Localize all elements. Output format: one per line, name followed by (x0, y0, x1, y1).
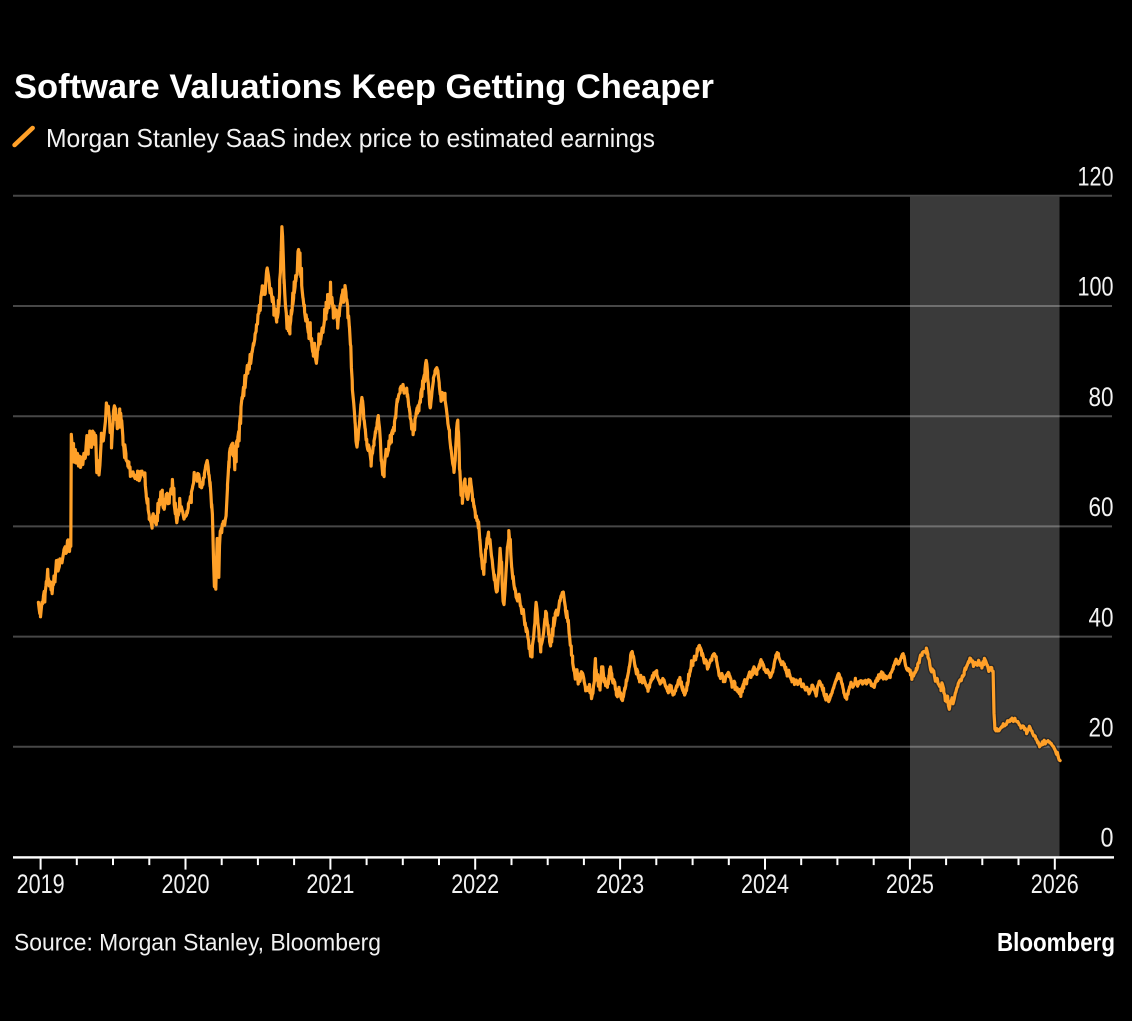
svg-text:Bloomberg: Bloomberg (997, 927, 1115, 957)
svg-text:Software Valuations Keep Getti: Software Valuations Keep Getting Cheaper (14, 68, 714, 106)
svg-text:2020: 2020 (162, 869, 210, 899)
svg-text:2019: 2019 (17, 869, 65, 899)
svg-text:2025: 2025 (886, 869, 934, 899)
svg-text:100: 100 (1078, 272, 1114, 302)
svg-text:0: 0 (1101, 823, 1114, 853)
svg-text:2023: 2023 (596, 869, 644, 899)
svg-text:2024: 2024 (741, 869, 789, 899)
svg-text:60: 60 (1089, 492, 1114, 522)
svg-text:20: 20 (1089, 713, 1114, 743)
svg-text:2022: 2022 (451, 869, 499, 899)
svg-text:2026: 2026 (1031, 869, 1079, 899)
svg-text:Source: Morgan Stanley, Bloomb: Source: Morgan Stanley, Bloomberg (14, 930, 381, 957)
svg-text:Morgan Stanley SaaS index pric: Morgan Stanley SaaS index price to estim… (46, 123, 655, 153)
svg-text:80: 80 (1089, 382, 1114, 412)
svg-text:2021: 2021 (306, 869, 354, 899)
svg-text:40: 40 (1089, 602, 1114, 632)
svg-text:120: 120 (1078, 162, 1114, 192)
